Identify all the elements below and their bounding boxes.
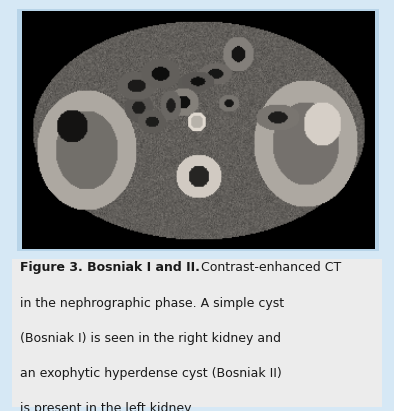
FancyBboxPatch shape <box>12 259 382 407</box>
Text: (Bosniak I) is seen in the right kidney and: (Bosniak I) is seen in the right kidney … <box>20 332 281 345</box>
Text: an exophytic hyperdense cyst (Bosniak II): an exophytic hyperdense cyst (Bosniak II… <box>20 367 281 380</box>
Text: is present in the left kidney.: is present in the left kidney. <box>20 402 193 411</box>
Text: Contrast-enhanced CT: Contrast-enhanced CT <box>201 261 342 275</box>
FancyBboxPatch shape <box>17 9 379 251</box>
Text: Figure 3. Bosniak I and II.: Figure 3. Bosniak I and II. <box>20 261 200 275</box>
Text: in the nephrographic phase. A simple cyst: in the nephrographic phase. A simple cys… <box>20 297 284 309</box>
